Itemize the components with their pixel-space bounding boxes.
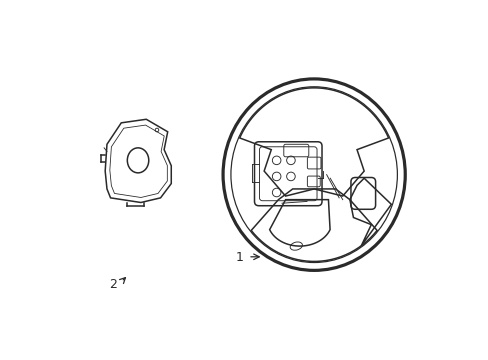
Text: 2: 2 — [109, 278, 117, 291]
Text: 1: 1 — [235, 251, 243, 264]
